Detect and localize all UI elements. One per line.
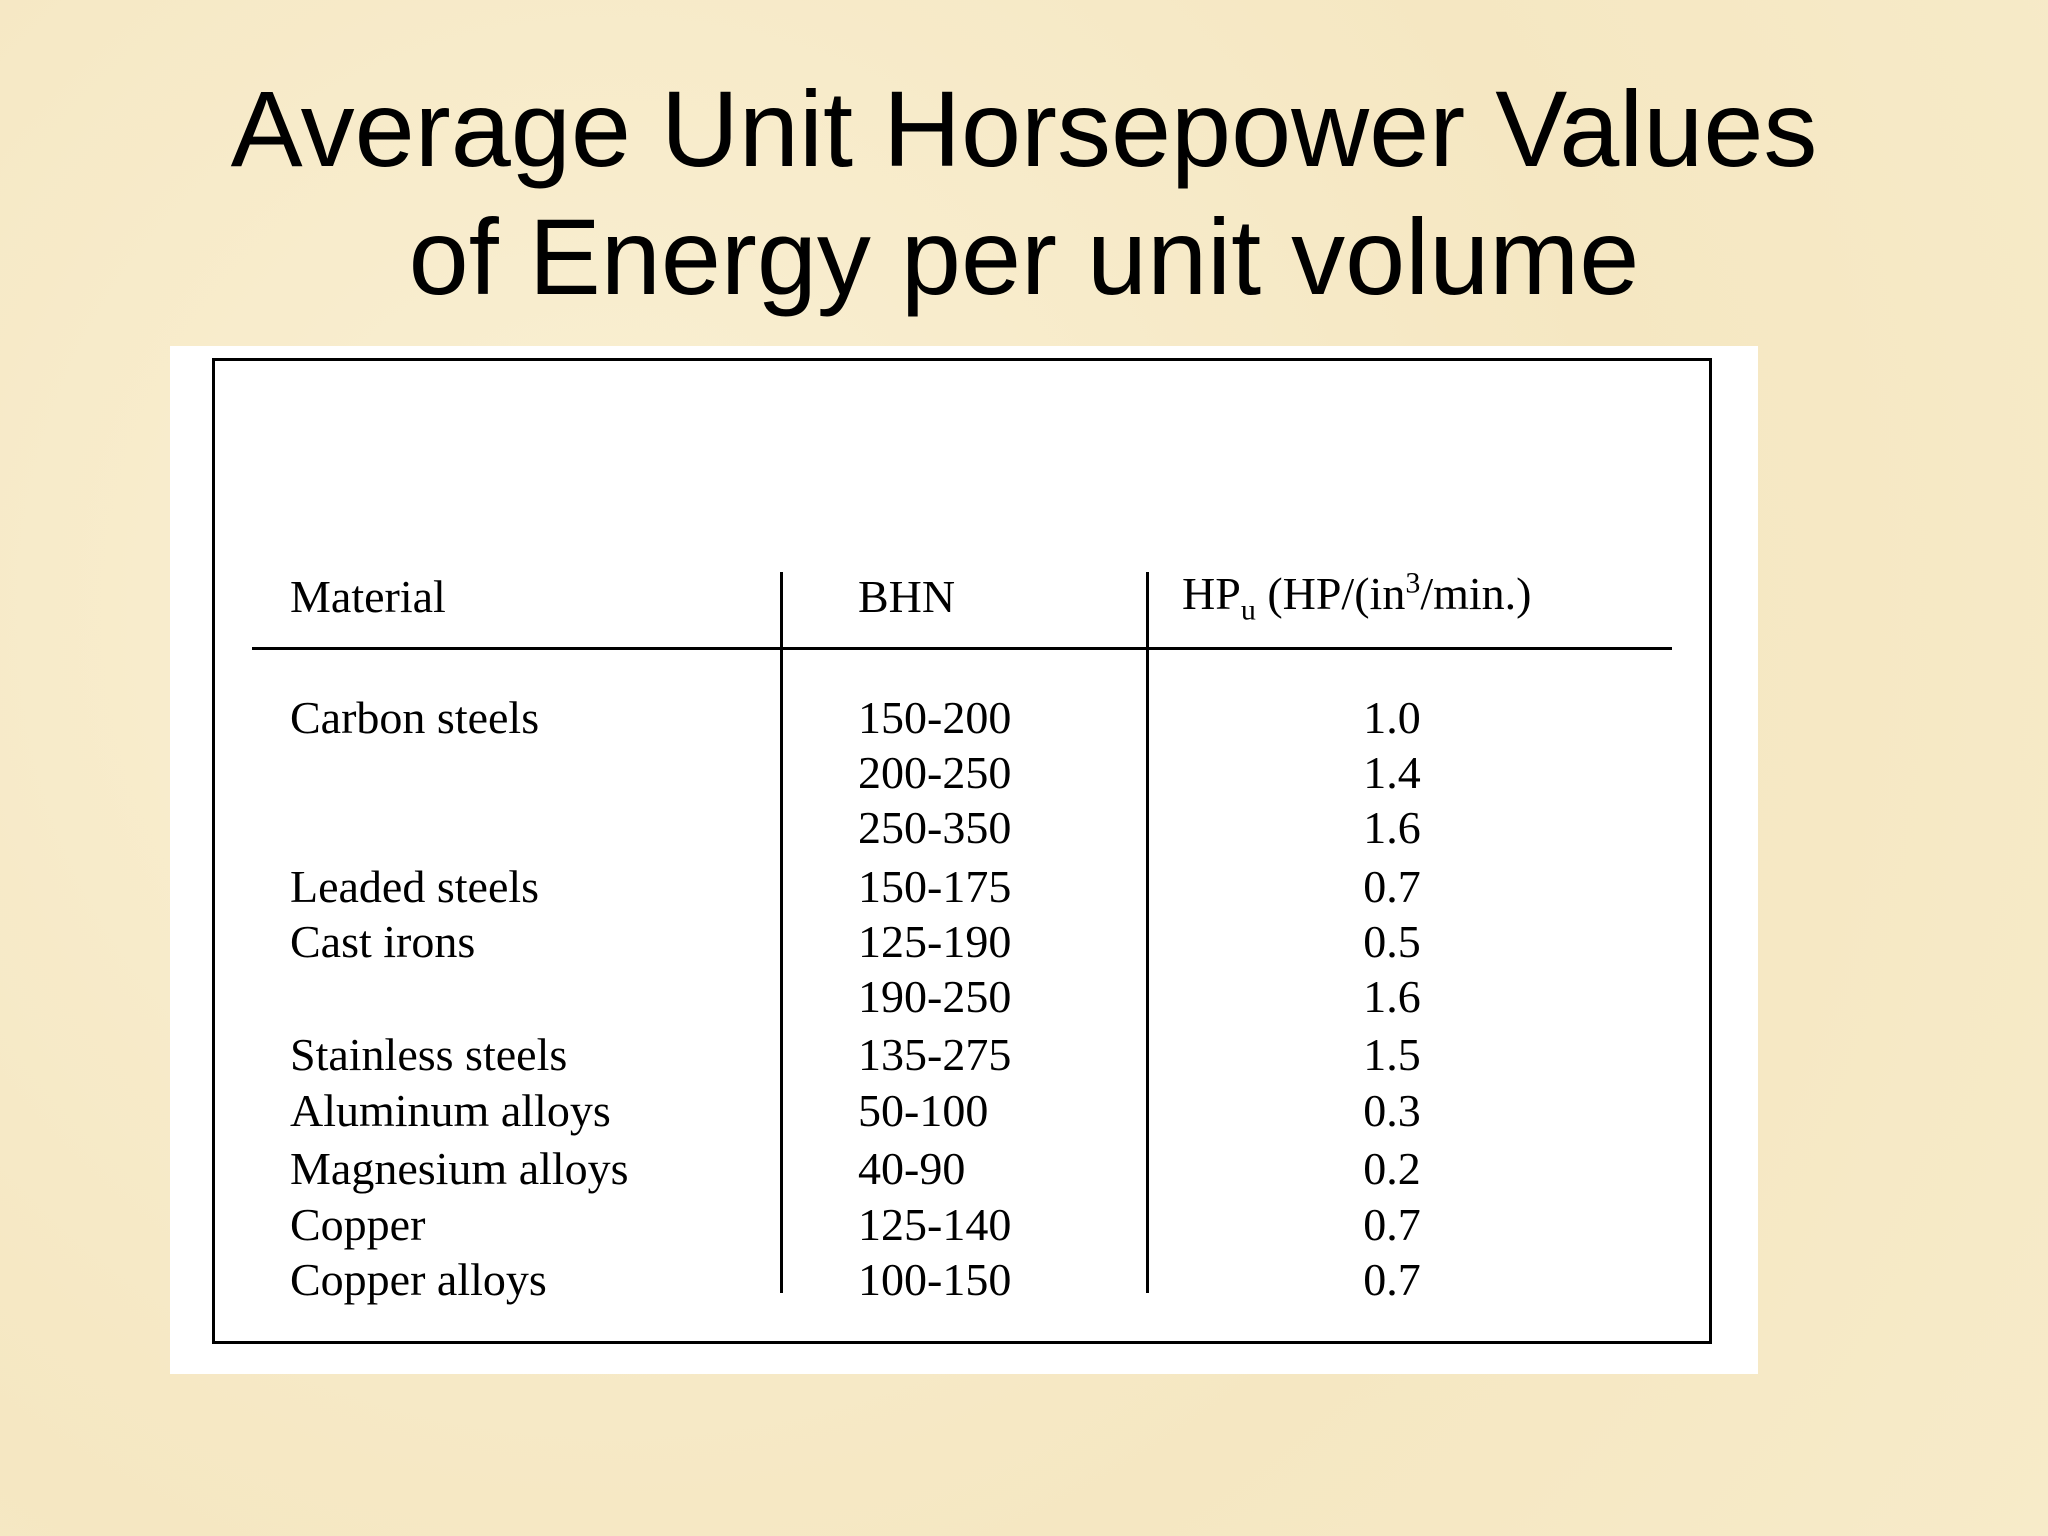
hp-cell: 0.2 — [1363, 1143, 1421, 1194]
bhn-cell: 50-100 — [858, 1085, 989, 1136]
column-rule — [780, 572, 783, 1293]
hp-cell: 0.3 — [1363, 1085, 1421, 1136]
material-cell: Leaded steels — [290, 861, 540, 912]
column-rule — [1146, 572, 1149, 1293]
header-text: (HP/(in — [1255, 568, 1406, 620]
material-cell: Cast irons — [290, 916, 476, 967]
title-line: of Energy per unit volume — [408, 196, 1640, 317]
hp-cell: 0.5 — [1363, 916, 1421, 967]
hp-cell: 1.0 — [1363, 692, 1421, 743]
bhn-cell: 135-275 — [858, 1029, 1012, 1080]
header-text: /min.) — [1420, 568, 1532, 620]
bhn-cell: 150-200 — [858, 692, 1012, 743]
hp-cell: 0.7 — [1363, 1199, 1421, 1250]
material-cell: Copper alloys — [290, 1254, 547, 1305]
superscript: 3 — [1405, 566, 1421, 600]
bhn-cell: 150-175 — [858, 861, 1012, 912]
header-text: HP — [1182, 568, 1241, 620]
hp-cell: 0.7 — [1363, 861, 1421, 912]
bhn-cell: 125-140 — [858, 1199, 1012, 1250]
table-border — [212, 358, 1712, 1344]
bhn-cell: 200-250 — [858, 747, 1012, 798]
bhn-cell: 125-190 — [858, 916, 1012, 967]
bhn-cell: 250-350 — [858, 802, 1012, 853]
bhn-cell: 40-90 — [858, 1143, 966, 1194]
header-cell: HPu (HP/(in3/min.) — [1182, 566, 1532, 627]
bhn-cell: 190-250 — [858, 971, 1012, 1022]
material-cell: Magnesium alloys — [290, 1143, 629, 1194]
title-line: Average Unit Horsepower Values — [230, 68, 1818, 189]
material-cell: Carbon steels — [290, 692, 540, 743]
hp-cell: 1.6 — [1363, 971, 1421, 1022]
bhn-cell: 100-150 — [858, 1254, 1012, 1305]
header-cell: BHN — [858, 571, 956, 622]
table-panel — [170, 346, 1758, 1374]
subscript: u — [1240, 593, 1256, 627]
material-cell: Stainless steels — [290, 1029, 568, 1080]
hp-cell: 1.6 — [1363, 802, 1421, 853]
hp-cell: 1.4 — [1363, 747, 1421, 798]
hp-cell: 1.5 — [1363, 1029, 1421, 1080]
material-cell: Copper — [290, 1199, 426, 1250]
material-cell: Aluminum alloys — [290, 1085, 611, 1136]
hp-cell: 0.7 — [1363, 1254, 1421, 1305]
header-cell: Material — [290, 571, 446, 622]
header-rule — [252, 647, 1672, 650]
